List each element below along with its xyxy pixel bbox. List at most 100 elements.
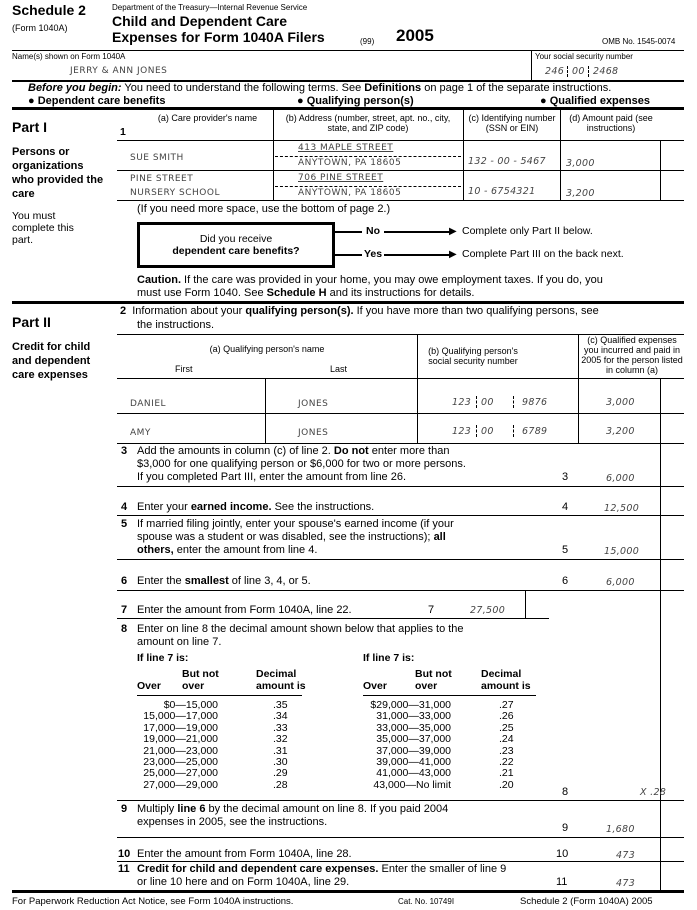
decimal-table-value: .28	[273, 778, 288, 791]
decimal-header-left: Decimal	[256, 668, 297, 680]
text: enter more than	[368, 445, 450, 457]
provider-name[interactable]: SUE SMITH	[130, 153, 184, 163]
decimal-table-range: 15,000—17,000	[143, 710, 218, 723]
person-ssn-2[interactable]: 00	[481, 426, 494, 437]
before-you-begin: Before you begin: You need to understand…	[28, 82, 611, 94]
text: enter the amount from line 4.	[173, 544, 318, 556]
text: See the instructions.	[271, 501, 375, 513]
ssn-part1[interactable]: 246	[545, 66, 565, 77]
line-2-number: 2	[120, 305, 133, 317]
provider-id[interactable]: 132 - 00 - 5467	[468, 156, 546, 167]
ssn-part2[interactable]: 00	[572, 66, 585, 77]
line-10-number: 10	[118, 848, 131, 860]
more-space-note: (If you need more space, use the bottom …	[137, 203, 391, 215]
line-4-number: 4	[121, 501, 128, 513]
line-6-text: Enter the smallest of line 3, 4, or 5.	[137, 575, 311, 587]
decimal-table-range: 37,000—39,000	[376, 744, 451, 757]
line-11-amount[interactable]: 473	[616, 878, 636, 889]
text: Credit for child and dependent care expe…	[137, 863, 379, 875]
col-b-header: (b) Address (number, street, apt. no., c…	[285, 113, 451, 133]
person-ssn-3[interactable]: 9876	[522, 397, 548, 408]
person-ssn-1[interactable]: 123	[452, 397, 472, 408]
line-11-box-number: 11	[556, 876, 568, 888]
decimal-table-value: .21	[499, 767, 514, 780]
decimal-table-range: 31,000—33,000	[376, 710, 451, 723]
decimal2-header-right: amount is	[481, 680, 531, 692]
ssn-part3[interactable]: 2468	[593, 66, 619, 77]
term-qualified-expenses: ● Qualified expenses	[540, 95, 650, 107]
person-ssn-3[interactable]: 6789	[522, 426, 548, 437]
line-5-amount[interactable]: 15,000	[604, 546, 640, 557]
caution-line1: Caution. If the care was provided in you…	[137, 274, 603, 286]
no-instruction: Complete only Part II below.	[462, 225, 593, 237]
decimal-table-range: 43,000—No limit	[373, 778, 451, 791]
text: Do not	[333, 445, 369, 457]
decimal-table-range: 25,000—27,000	[143, 767, 218, 780]
line-3-amount[interactable]: 6,000	[606, 473, 635, 484]
person-last[interactable]: JONES	[298, 428, 329, 438]
line-9-amount[interactable]: 1,680	[606, 824, 635, 835]
provider-amount[interactable]: 3,200	[566, 188, 595, 199]
person-ssn-2[interactable]: 00	[481, 397, 494, 408]
line-4-text: Enter your earned income. See the instru…	[137, 501, 374, 513]
person-amount[interactable]: 3,000	[606, 397, 635, 408]
provider-address-1[interactable]: 413 MAPLE STREET	[298, 143, 394, 153]
decimal2-header-left: amount is	[256, 680, 306, 692]
text: spouse was a student or was disabled, se…	[137, 531, 434, 543]
provider-id[interactable]: 10 - 6754321	[468, 186, 536, 197]
caution-line2: must use Form 1040. See Schedule H and i…	[137, 287, 475, 299]
decimal-table-value: .20	[499, 778, 514, 791]
text: line 6	[177, 803, 206, 815]
line-10-box-number: 10	[556, 848, 569, 860]
provider-name-line1[interactable]: PINE STREET	[130, 174, 194, 184]
line-7-text: Enter the amount from Form 1040A, line 2…	[137, 604, 352, 616]
caution-text: and its instructions for details.	[326, 287, 475, 299]
yes-label: Yes	[364, 248, 383, 260]
line-5-box-number: 5	[562, 544, 569, 556]
before-text-2: on page 1 of the separate instructions.	[421, 82, 612, 94]
line-10-amount[interactable]: 473	[616, 850, 636, 861]
provider-address-1[interactable]: 706 PINE STREET	[298, 173, 384, 183]
line-3-text-2: $3,000 for one qualifying person or $6,0…	[137, 458, 466, 470]
line-8-box-number: 8	[562, 786, 569, 798]
provider-address-2[interactable]: ANYTOWN, PA 18605	[298, 158, 402, 168]
text: Add the amounts in column (c) of line 2.	[137, 445, 334, 457]
provider-address-2[interactable]: ANYTOWN, PA 18605	[298, 188, 402, 198]
term: Dependent care benefits	[37, 95, 166, 107]
col-a-header: (a) Qualifying person's name	[209, 344, 325, 354]
form-label: (Form 1040A)	[12, 23, 68, 33]
col-last-header: Last	[330, 364, 348, 374]
line-3-box-number: 3	[562, 471, 569, 483]
line-7-amount[interactable]: 27,500	[470, 605, 506, 616]
line-9-box-number: 9	[562, 822, 569, 834]
if-line7-label-left: If line 7 is:	[137, 652, 189, 664]
before-text: You need to understand the following ter…	[121, 82, 365, 94]
line-4-amount[interactable]: 12,500	[604, 503, 640, 514]
arrow-right-icon: ▶	[449, 226, 457, 237]
line-9-text: Multiply line 6 by the decimal amount on…	[137, 803, 448, 815]
line-8-amount[interactable]: X .28	[640, 787, 667, 798]
term-qualifying-persons: ● Qualifying person(s)	[297, 95, 414, 107]
term: Qualifying person(s)	[306, 95, 414, 107]
text: of line 3, 4, or 5.	[228, 575, 311, 587]
text: Multiply	[137, 803, 178, 815]
taxpayer-name-field[interactable]: JERRY & ANN JONES	[70, 66, 168, 76]
provider-name-line2[interactable]: NURSERY SCHOOL	[130, 188, 220, 198]
person-ssn-1[interactable]: 123	[452, 426, 472, 437]
decimal-table-value: .33	[273, 721, 288, 734]
person-amount[interactable]: 3,200	[606, 426, 635, 437]
line-6-amount[interactable]: 6,000	[606, 577, 635, 588]
line-6-box-number: 6	[562, 575, 569, 587]
person-first[interactable]: DANIEL	[130, 399, 167, 409]
provider-amount[interactable]: 3,000	[566, 158, 595, 169]
arrow-right-icon: ▶	[449, 249, 457, 260]
person-first[interactable]: AMY	[130, 428, 151, 438]
line-7-box-number: 7	[428, 604, 435, 616]
over-header-left: Over	[137, 680, 161, 692]
line-5-number: 5	[121, 518, 128, 530]
decimal-table-range: 39,000—41,000	[376, 756, 451, 768]
tax-year: 2005	[396, 26, 434, 45]
decimal-table-value: .22	[499, 756, 514, 768]
person-last[interactable]: JONES	[298, 399, 329, 409]
line-9-text-2: expenses in 2005, see the instructions.	[137, 816, 328, 828]
